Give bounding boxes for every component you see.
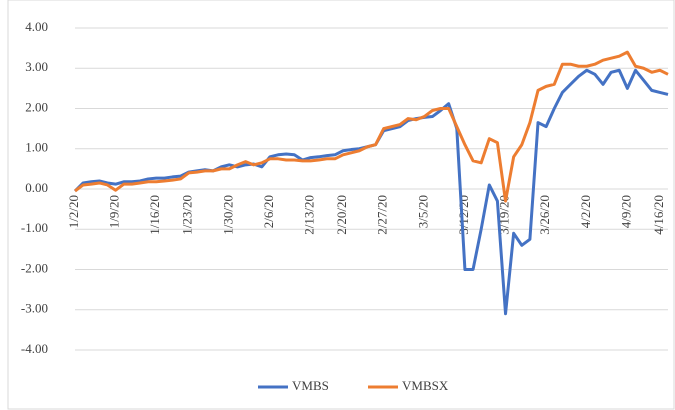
y-tick-label: 4.00 <box>25 19 48 34</box>
y-tick-label: 3.00 <box>25 59 48 74</box>
x-tick-label: 1/2/20 <box>66 195 81 228</box>
x-tick-label: 1/9/20 <box>107 195 122 228</box>
x-tick-label: 1/16/20 <box>147 195 162 235</box>
legend-label: VMBSX <box>402 378 449 393</box>
x-tick-label: 2/27/20 <box>375 195 390 235</box>
x-tick-label: 3/26/20 <box>537 195 552 235</box>
y-tick-label: -4.00 <box>21 341 48 356</box>
series-line <box>74 50 669 203</box>
x-tick-label: 3/12/20 <box>456 195 471 235</box>
x-tick-label: 3/5/20 <box>415 195 430 228</box>
x-tick-label: 2/20/20 <box>334 195 349 235</box>
x-tick-label: 4/9/20 <box>618 195 633 228</box>
x-tick-label: 1/23/20 <box>180 195 195 235</box>
y-tick-label: 0.00 <box>25 180 48 195</box>
y-tick-label: -2.00 <box>21 260 48 275</box>
x-tick-label: 4/2/20 <box>578 195 593 228</box>
x-tick-label: 1/30/20 <box>220 195 235 235</box>
x-tick-label: 2/13/20 <box>302 195 317 235</box>
x-tick-label: 4/16/20 <box>651 195 666 235</box>
y-tick-label: 1.00 <box>25 140 48 155</box>
legend-label: VMBS <box>292 378 329 393</box>
y-tick-label: -1.00 <box>21 220 48 235</box>
x-tick-label: 2/6/20 <box>261 195 276 228</box>
y-tick-label: 2.00 <box>25 99 48 114</box>
y-tick-label: -3.00 <box>21 301 48 316</box>
